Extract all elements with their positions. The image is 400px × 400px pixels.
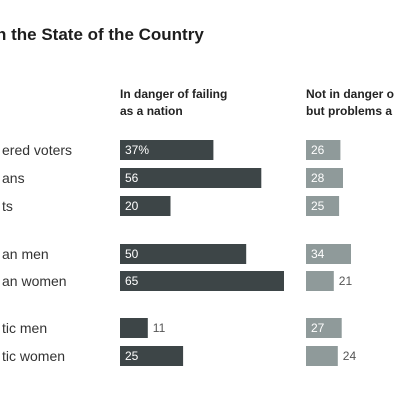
row-label: ered voters (2, 142, 72, 158)
data-label-problems: 26 (311, 143, 325, 157)
data-label-problems: 21 (339, 274, 353, 288)
bar-danger (120, 196, 171, 216)
data-label-danger: 25 (125, 349, 139, 363)
data-label-problems: 25 (311, 199, 325, 213)
data-label-problems: 24 (343, 349, 357, 363)
row-labels: ered voters ans ts an men an women tic men tic… (2, 142, 72, 364)
bar-problems (306, 271, 334, 291)
column-header-danger-line-2: as a nation (120, 104, 183, 118)
row-label: an men (2, 246, 49, 262)
bar-problems (306, 318, 342, 338)
data-label-danger: 11 (153, 321, 166, 335)
bar-problems (306, 140, 341, 160)
data-label-danger: 65 (125, 274, 139, 288)
column-header-problems-line-2: but problems a (306, 104, 392, 118)
data-label-danger: 20 (125, 199, 139, 213)
row-label: ts (2, 198, 13, 214)
row-label: tic men (2, 320, 47, 336)
column-header-problems-line-1: Not in danger o (306, 87, 394, 101)
bar-problems (306, 168, 343, 188)
row-label: tic women (2, 348, 65, 364)
bar-problems (306, 196, 340, 216)
column-header-danger-line-1: In danger of failing (120, 87, 227, 101)
bar-danger (120, 168, 262, 188)
bars: 37% 26 56 28 20 25 50 34 65 21 11 27 25 24 (120, 140, 356, 366)
data-label-danger: 50 (125, 247, 139, 261)
data-label-problems: 28 (311, 171, 325, 185)
bar-danger (120, 244, 247, 264)
data-label-problems: 34 (311, 247, 325, 261)
chart-title: n the State of the Country (0, 25, 204, 44)
data-label-danger: 37% (125, 143, 149, 157)
bar-danger (120, 346, 184, 366)
bar-danger (120, 318, 148, 338)
column-headers: In danger of failing as a nation Not in da… (120, 87, 394, 118)
data-label-danger: 56 (125, 171, 139, 185)
row-label: an women (2, 273, 67, 289)
bar-danger (120, 140, 214, 160)
data-label-problems: 27 (311, 321, 325, 335)
bar-problems (306, 244, 351, 264)
bar-problems (306, 346, 338, 366)
row-label: ans (2, 170, 25, 186)
bar-danger (120, 271, 284, 291)
